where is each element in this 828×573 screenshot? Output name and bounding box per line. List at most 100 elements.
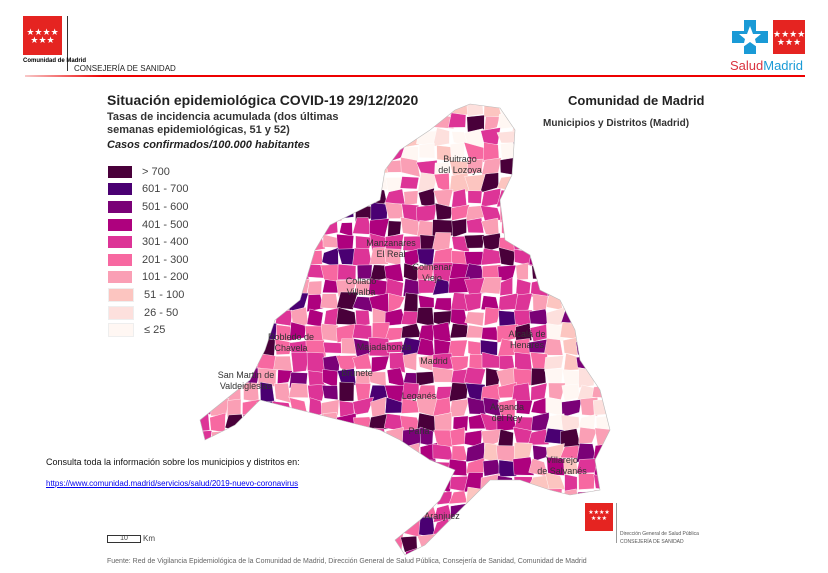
municipality-area <box>511 382 531 402</box>
municipality-area <box>529 189 549 208</box>
municipality-area <box>417 472 434 493</box>
municipality-area <box>228 202 247 224</box>
info-link[interactable]: https://www.comunidad.madrid/servicios/s… <box>46 479 299 488</box>
municipality-area <box>613 308 629 326</box>
municipality-area <box>543 172 563 189</box>
municipality-label: del Lozoya <box>438 165 482 175</box>
municipality-area <box>527 104 549 117</box>
municipality-area <box>450 142 465 162</box>
municipality-area <box>547 236 564 253</box>
municipality-area <box>244 203 262 222</box>
municipality-area <box>530 490 549 507</box>
municipality-area <box>450 308 469 328</box>
municipality-area <box>273 519 292 537</box>
municipality-area <box>370 127 388 145</box>
municipality-area <box>561 144 579 163</box>
municipality-area <box>241 295 261 312</box>
municipality-area <box>289 321 307 341</box>
municipality-area <box>561 160 582 176</box>
municipality-area <box>464 277 486 296</box>
municipality-area <box>578 427 598 444</box>
municipality-area <box>257 202 278 222</box>
municipality-area <box>320 518 343 538</box>
municipality-area <box>259 217 274 238</box>
municipality-area <box>273 104 290 117</box>
municipality-area <box>208 261 229 282</box>
municipality-area <box>289 189 305 206</box>
municipality-area <box>451 188 468 208</box>
municipality-area <box>319 171 339 191</box>
municipality-area <box>336 142 355 160</box>
municipality-area <box>340 112 356 131</box>
municipality-area <box>563 458 579 475</box>
municipality-label: Robledo de <box>268 332 314 342</box>
municipality-area <box>289 397 308 418</box>
municipality-area <box>226 487 244 507</box>
municipality-area <box>241 233 260 253</box>
municipality-area <box>289 502 307 523</box>
municipality-area <box>352 442 371 461</box>
municipality-area <box>530 367 547 386</box>
municipality-area <box>209 488 227 508</box>
municipality-area <box>559 262 581 282</box>
municipality-area <box>594 323 610 341</box>
municipality-area <box>337 173 357 194</box>
municipality-area <box>562 488 581 507</box>
municipality-area <box>323 532 340 552</box>
municipality-area <box>466 217 485 234</box>
municipality-area <box>497 429 514 447</box>
municipality-area <box>368 476 390 491</box>
municipality-area <box>452 415 469 432</box>
municipality-area <box>498 292 518 311</box>
municipality-area <box>276 156 290 176</box>
municipality-area <box>336 412 357 433</box>
municipality-area <box>543 368 564 386</box>
municipality-area <box>497 398 516 419</box>
municipality-area <box>372 441 389 462</box>
municipality-area <box>200 156 214 176</box>
municipality-area <box>211 430 228 449</box>
municipality-area <box>608 173 610 192</box>
municipality-label: de Salvanés <box>537 466 587 476</box>
municipality-area <box>258 187 278 208</box>
municipality-area <box>481 264 503 282</box>
municipality-area <box>277 369 293 384</box>
municipality-area <box>513 141 532 160</box>
municipality-area <box>607 263 610 282</box>
municipality-area <box>482 459 502 477</box>
municipality-area <box>240 218 260 234</box>
municipality-area <box>545 262 566 284</box>
municipality-area <box>403 190 419 206</box>
municipality-area <box>305 536 324 549</box>
municipality-area <box>593 266 610 283</box>
municipality-area <box>355 104 371 118</box>
municipality-area <box>320 293 339 310</box>
municipality-area <box>355 310 371 328</box>
municipality-area <box>561 383 580 402</box>
municipality-area <box>241 428 261 447</box>
municipality-area <box>255 142 275 160</box>
municipality-area <box>309 427 324 447</box>
municipality-area <box>200 367 211 388</box>
municipality-area <box>337 188 358 209</box>
municipality-area <box>353 159 373 178</box>
municipality-area <box>450 518 469 537</box>
municipality-area <box>258 309 273 325</box>
municipality-area <box>274 382 292 404</box>
municipality-area <box>480 473 501 492</box>
municipality-area <box>608 474 610 490</box>
municipality-area <box>367 188 388 205</box>
comunidad-madrid-logo: ★★★★ ★★★ <box>23 16 62 55</box>
municipality-area <box>226 518 242 538</box>
municipality-area <box>516 400 533 415</box>
municipality-area <box>385 427 404 445</box>
municipality-area <box>303 143 323 159</box>
footer-dept: Dirección General de Salud Pública CONSEJ… <box>620 531 699 545</box>
municipality-area <box>559 132 581 147</box>
municipality-area <box>448 382 469 403</box>
legend-item: 501 - 600 <box>108 198 188 216</box>
municipality-area <box>322 460 342 478</box>
municipality-area <box>543 147 562 163</box>
municipality-area <box>211 104 229 117</box>
municipality-area <box>368 144 387 160</box>
